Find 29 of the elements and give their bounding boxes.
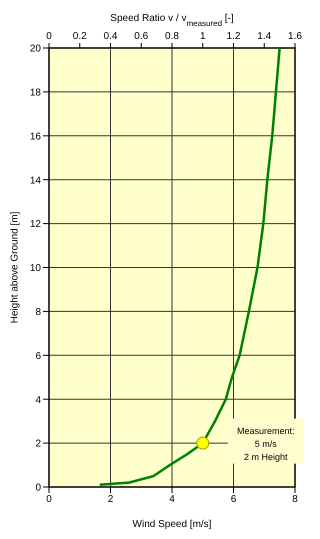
x2-tick-label: 1.2 <box>226 31 241 42</box>
x2-tick-label: 0.8 <box>165 31 180 42</box>
y-tick-label: 16 <box>30 131 42 142</box>
y-tick-label: 0 <box>35 482 42 494</box>
x-tick-label: 0 <box>46 494 52 506</box>
y-tick-label: 4 <box>35 394 42 406</box>
x2-tick-label: 1.6 <box>288 31 302 42</box>
y-tick-label: 8 <box>35 306 42 318</box>
y-tick-label: 2 <box>35 438 42 450</box>
annotation: Measurement: 5 m/s 2 m Height <box>236 426 295 462</box>
y-tick-label: 14 <box>30 175 42 186</box>
x-tick-label: 4 <box>169 494 176 506</box>
y-axis-title: Height above Ground [m] <box>10 211 21 324</box>
x2-tick-label: 0 <box>46 31 52 42</box>
y-tick-label: 18 <box>30 87 42 98</box>
x2-tick-label: 1.4 <box>257 31 272 42</box>
x2-tick-label: 0.4 <box>104 31 118 42</box>
x2-tick-label: 0.2 <box>72 31 88 42</box>
y-tick-label: 6 <box>35 350 42 362</box>
x-tick-label: 8 <box>292 494 298 506</box>
y-tick-label: 20 <box>30 44 42 55</box>
y-tick-label: 10 <box>30 263 42 274</box>
x-tick-label: 2 <box>108 494 114 506</box>
x2-tick-label: 1 <box>200 31 206 42</box>
y-tick-label: 12 <box>30 219 42 230</box>
x-tick-label: 6 <box>230 494 237 506</box>
x-axis-title: Wind Speed [m/s] <box>132 519 212 530</box>
x2-axis-title: Speed Ratio v / v$_{measured}$ [-] <box>110 13 234 28</box>
x2-tick-label: 0.6 <box>134 31 149 42</box>
